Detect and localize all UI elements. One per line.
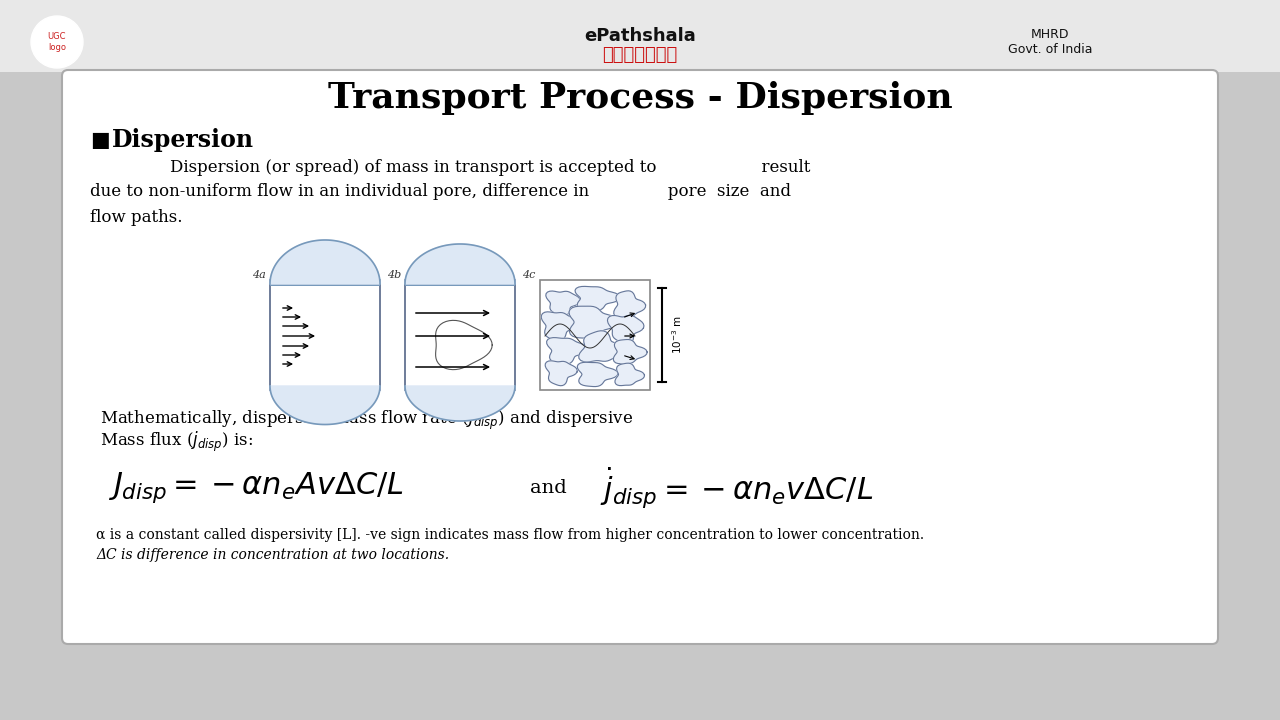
Text: 4c: 4c [522, 270, 535, 280]
Text: ePathshala: ePathshala [584, 27, 696, 45]
Text: Mathematically, dispersive mass flow rate ($J_{disp}$) and dispersive: Mathematically, dispersive mass flow rat… [100, 408, 634, 431]
Polygon shape [545, 291, 580, 316]
Polygon shape [614, 291, 645, 318]
Text: 4b: 4b [387, 270, 401, 280]
Polygon shape [577, 362, 618, 387]
Polygon shape [270, 240, 380, 284]
Text: flow paths.: flow paths. [90, 209, 183, 225]
Polygon shape [435, 320, 493, 369]
Polygon shape [404, 244, 515, 284]
Polygon shape [575, 287, 621, 311]
Polygon shape [541, 312, 577, 341]
Polygon shape [545, 361, 577, 386]
Text: UGC
logo: UGC logo [47, 32, 67, 52]
Bar [540, 280, 650, 390]
Polygon shape [570, 306, 618, 338]
Bar [404, 280, 515, 390]
Text: α is a constant called dispersivity [L]. -ve sign indicates mass flow from highe: α is a constant called dispersivity [L].… [96, 528, 924, 542]
Text: 4a: 4a [252, 270, 266, 280]
Polygon shape [608, 315, 644, 345]
Circle shape [31, 16, 83, 68]
Bar [270, 280, 380, 390]
Text: $J_{disp}=-\alpha n_e Av\Delta C/L$: $J_{disp}=-\alpha n_e Av\Delta C/L$ [108, 471, 403, 505]
FancyBboxPatch shape [61, 70, 1219, 644]
Text: Dispersion (or spread) of mass in transport is accepted to                    re: Dispersion (or spread) of mass in transp… [170, 158, 810, 176]
Text: due to non-uniform flow in an individual pore, difference in               pore : due to non-uniform flow in an individual… [90, 184, 791, 200]
Text: MHRD
Govt. of India: MHRD Govt. of India [1007, 28, 1092, 56]
Polygon shape [270, 386, 380, 425]
Polygon shape [404, 386, 515, 421]
Text: ΔC is difference in concentration at two locations.: ΔC is difference in concentration at two… [96, 548, 449, 562]
Text: Mass flux ($j_{disp}$) is:: Mass flux ($j_{disp}$) is: [100, 430, 253, 454]
Text: पाठशाला: पाठशाला [603, 46, 677, 64]
Text: Dispersion: Dispersion [113, 128, 253, 152]
Polygon shape [613, 340, 648, 364]
Bar [0, 0, 1280, 72]
Bar [270, 280, 380, 286]
Polygon shape [614, 363, 644, 386]
Text: Transport Process - Dispersion: Transport Process - Dispersion [328, 81, 952, 115]
Bar [404, 280, 515, 286]
Text: and: and [530, 479, 567, 497]
Polygon shape [547, 338, 588, 364]
Text: $\dot{j}_{disp}=-\alpha n_e v\Delta C/L$: $\dot{j}_{disp}=-\alpha n_e v\Delta C/L$ [600, 465, 873, 511]
Polygon shape [579, 330, 625, 362]
Text: $10^{-3}$ m: $10^{-3}$ m [669, 315, 684, 354]
Text: ■: ■ [90, 130, 110, 150]
